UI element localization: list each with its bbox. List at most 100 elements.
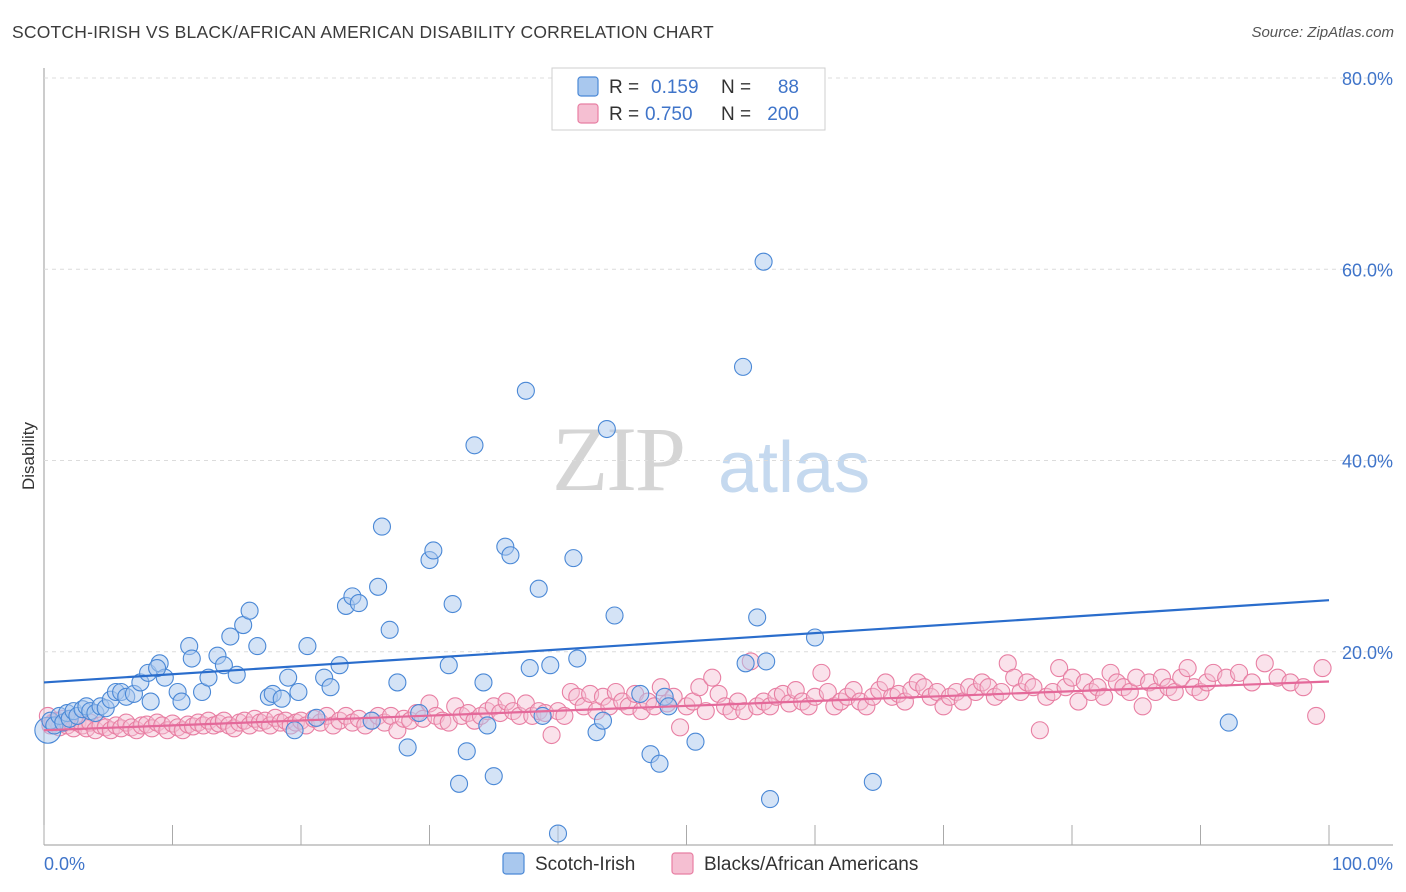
- bottom-legend-swatch-blacks: [671, 852, 694, 875]
- point-scotch-irish-48: [321, 678, 340, 697]
- point-blacks-17: [106, 716, 126, 735]
- point-blacks-204: [1313, 659, 1332, 678]
- point-scotch-irish-96: [805, 628, 825, 647]
- point-scotch-irish-31: [199, 668, 218, 687]
- point-blacks-29: [168, 718, 187, 737]
- trend-lines: [43, 599, 1330, 732]
- point-scotch-irish-64: [450, 774, 469, 793]
- y-tick-label-80: 80.0%: [1342, 69, 1393, 89]
- point-scotch-irish-37: [240, 601, 259, 620]
- bottom-legend-swatch-scotch-irish: [502, 852, 525, 875]
- legend-swatch-blacks: [577, 103, 599, 124]
- x-tick-marks: [43, 825, 1330, 845]
- point-scotch-irish-25: [148, 659, 167, 678]
- point-scotch-irish-69: [484, 767, 503, 786]
- point-blacks-85: [497, 692, 516, 711]
- point-scotch-irish-94: [754, 252, 773, 271]
- point-scotch-irish-90: [733, 357, 753, 376]
- point-scotch-irish-44: [289, 682, 308, 702]
- point-scotch-irish-82: [597, 419, 616, 439]
- point-scotch-irish-67: [474, 673, 493, 692]
- point-blacks-162: [992, 682, 1011, 702]
- point-scotch-irish-57: [388, 673, 407, 692]
- legend-n-value-1: 88: [778, 77, 799, 98]
- point-blacks-198: [1242, 673, 1261, 692]
- y-tick-labels: 20.0% 40.0% 60.0% 80.0%: [1342, 69, 1393, 663]
- point-scotch-irish-54: [369, 577, 388, 596]
- point-blacks-75: [433, 711, 452, 730]
- point-blacks-168: [1030, 721, 1049, 740]
- point-scotch-irish-65: [457, 742, 476, 761]
- point-blacks-141: [857, 697, 876, 716]
- point-scotch-irish-97: [863, 772, 882, 791]
- bottom-legend: Scotch-Irish Blacks/African Americans: [502, 852, 918, 875]
- point-scotch-irish-76: [541, 656, 560, 675]
- point-blacks-171: [1050, 659, 1069, 678]
- trend-line-blacks: [43, 680, 1330, 732]
- point-scotch-irish-75: [533, 706, 552, 725]
- point-blacks-203: [1307, 706, 1326, 725]
- point-scotch-irish-62: [439, 656, 458, 675]
- point-blacks-120: [722, 702, 741, 721]
- point-scotch-irish-68: [478, 716, 497, 735]
- point-blacks-187: [1152, 668, 1171, 687]
- point-blacks-191: [1178, 659, 1197, 678]
- point-scotch-irish-42: [279, 668, 298, 687]
- point-scotch-irish-78: [564, 549, 583, 568]
- x-tick-label-min: 0.0%: [44, 854, 85, 874]
- point-scotch-irish-74: [529, 579, 548, 598]
- point-scotch-irish-79: [568, 649, 587, 668]
- series-scotch-irish-points: [34, 252, 1238, 843]
- point-scotch-irish-33: [214, 656, 233, 675]
- point-blacks-174: [1069, 692, 1088, 711]
- legend-r-label-2: R =: [609, 104, 639, 125]
- series-blacks-african-americans-points: [38, 652, 1332, 745]
- point-scotch-irish-56: [380, 620, 399, 639]
- point-blacks-179: [1101, 663, 1120, 682]
- chart-source: Source: ZipAtlas.com: [1251, 24, 1394, 41]
- bottom-legend-label-blacks: Blacks/African Americans: [704, 854, 918, 875]
- point-scotch-irish-71: [501, 546, 520, 565]
- point-scotch-irish-46: [307, 708, 326, 727]
- point-scotch-irish-49: [330, 656, 349, 675]
- y-tick-label-20: 20.0%: [1342, 643, 1393, 663]
- y-tick-label-60: 60.0%: [1342, 260, 1393, 280]
- point-scotch-irish-45: [298, 637, 317, 656]
- legend-r-value-1: 0.159: [651, 77, 699, 98]
- point-blacks-116: [696, 702, 715, 721]
- watermark-atlas: atlas: [718, 428, 870, 508]
- point-blacks-38: [214, 711, 233, 730]
- grid: [44, 77, 1393, 653]
- point-blacks-92: [542, 725, 561, 745]
- trend-line-scotch-irish: [43, 599, 1330, 684]
- point-blacks-24: [142, 719, 161, 738]
- point-scotch-irish-95: [760, 790, 780, 809]
- point-scotch-irish-84: [631, 684, 650, 703]
- point-blacks-112: [671, 718, 690, 737]
- bottom-legend-label-scotch-irish: Scotch-Irish: [535, 854, 635, 875]
- point-blacks-130: [786, 681, 805, 700]
- point-scotch-irish-27: [172, 692, 191, 711]
- point-scotch-irish-83: [605, 606, 624, 625]
- legend-swatch-scotch-irish: [577, 76, 599, 97]
- legend-r-label-1: R =: [609, 77, 639, 98]
- point-scotch-irish-73: [520, 659, 539, 678]
- point-scotch-irish-41: [272, 689, 291, 708]
- y-tick-label-40: 40.0%: [1342, 452, 1393, 472]
- point-scotch-irish-53: [362, 711, 381, 730]
- point-blacks-68: [388, 721, 407, 740]
- point-scotch-irish-92: [748, 608, 767, 627]
- point-scotch-irish-52: [349, 594, 368, 613]
- point-scotch-irish-43: [285, 721, 304, 740]
- point-blacks-153: [934, 697, 953, 716]
- legend-n-value-2: 200: [767, 104, 799, 125]
- legend-n-label-2: N =: [721, 104, 751, 125]
- y-axis-label: Disability: [19, 421, 38, 490]
- x-tick-label-max: 100.0%: [1332, 854, 1393, 874]
- point-scotch-irish-38: [248, 637, 267, 656]
- point-blacks-115: [690, 678, 709, 697]
- point-scotch-irish-72: [516, 381, 535, 400]
- point-blacks-117: [703, 668, 722, 687]
- point-scotch-irish-55: [372, 517, 392, 536]
